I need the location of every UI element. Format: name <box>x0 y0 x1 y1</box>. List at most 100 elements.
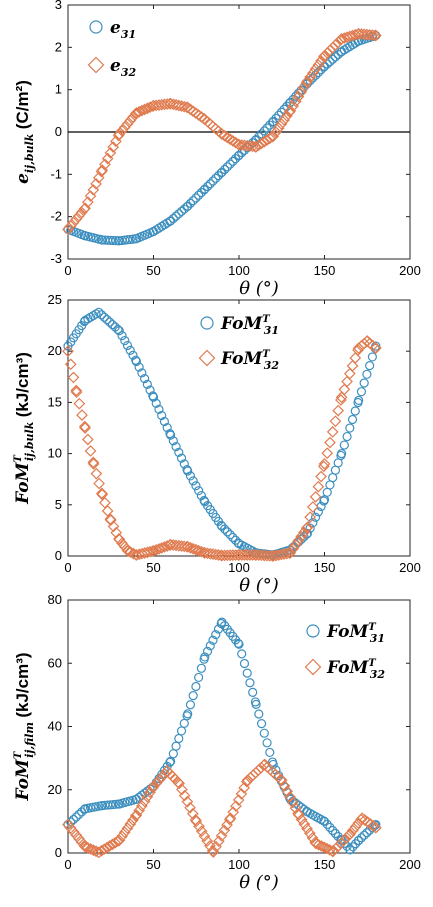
data-point <box>312 480 325 493</box>
data-point <box>345 845 355 855</box>
data-point <box>225 159 235 169</box>
series-e32 <box>62 27 382 236</box>
y-tick-label: 2 <box>55 39 62 54</box>
data-point <box>367 352 377 362</box>
data-point <box>190 815 203 828</box>
data-point <box>64 220 77 232</box>
data-point <box>145 385 155 395</box>
data-point <box>350 406 360 416</box>
legend-label: FoMT 32 <box>326 658 385 681</box>
y-tick-label: 0 <box>55 548 62 563</box>
data-point <box>278 548 290 560</box>
data-point <box>151 398 161 408</box>
data-point <box>107 520 120 533</box>
data-point <box>188 691 198 701</box>
data-point <box>228 532 238 543</box>
data-point <box>136 800 148 812</box>
data-point <box>255 761 268 774</box>
y-tick-label: 1 <box>55 82 62 97</box>
data-point <box>168 436 178 446</box>
data-point <box>102 315 112 325</box>
data-point <box>321 447 334 460</box>
x-tick-label: 150 <box>314 560 336 575</box>
data-point <box>92 846 105 859</box>
data-point <box>268 116 278 127</box>
data-point <box>318 841 331 854</box>
data-point <box>245 678 255 688</box>
legend-marker <box>200 316 214 330</box>
data-point <box>62 223 74 236</box>
data-point <box>263 132 276 145</box>
data-point <box>95 844 108 857</box>
data-point <box>310 837 322 850</box>
data-point <box>311 512 321 522</box>
data-point <box>75 206 88 219</box>
data-point <box>262 123 272 133</box>
data-point <box>168 749 178 759</box>
data-point <box>195 545 208 558</box>
data-point <box>252 549 265 561</box>
data-point <box>158 98 171 111</box>
legend-label-main: FoM <box>326 658 369 678</box>
data-point <box>365 361 375 371</box>
data-point <box>67 371 80 384</box>
data-point <box>234 150 244 160</box>
data-point <box>158 768 171 780</box>
data-point <box>109 836 122 849</box>
data-point <box>211 630 221 640</box>
data-point <box>144 786 156 799</box>
data-point <box>87 457 100 470</box>
data-point <box>185 471 196 481</box>
legend-label-sub: 32 <box>264 359 280 372</box>
data-point <box>113 834 126 847</box>
data-point <box>155 542 168 554</box>
data-point <box>134 362 144 372</box>
data-point <box>141 546 154 559</box>
data-point <box>318 457 331 470</box>
data-point <box>321 47 334 59</box>
data-point <box>255 549 268 562</box>
data-point <box>258 135 271 148</box>
data-point <box>122 545 134 557</box>
data-point <box>141 102 154 115</box>
data-point <box>195 825 208 838</box>
data-point <box>147 780 160 793</box>
data-point <box>125 345 135 355</box>
data-point <box>147 545 160 557</box>
y-axis-label: eij,bulk (C/m²) <box>13 80 36 184</box>
data-point <box>345 423 355 433</box>
data-point <box>101 505 114 517</box>
data-point <box>221 549 234 562</box>
data-point <box>272 122 285 134</box>
data-point <box>104 514 117 527</box>
data-point <box>304 71 316 83</box>
data-point <box>335 391 348 404</box>
legend-label-main: FoM <box>220 314 263 334</box>
data-point <box>344 828 356 840</box>
data-point <box>133 105 145 118</box>
data-point <box>176 206 187 217</box>
data-point <box>205 179 215 189</box>
data-point <box>198 830 211 842</box>
data-point <box>222 527 232 537</box>
data-point <box>339 440 349 450</box>
data-point <box>354 835 364 845</box>
data-point <box>216 128 228 140</box>
data-point <box>200 184 210 194</box>
data-point <box>284 547 297 559</box>
data-point <box>70 213 83 226</box>
data-point <box>237 649 247 659</box>
y-tick-label: 80 <box>48 592 62 607</box>
data-point <box>217 167 227 177</box>
legend-marker <box>306 624 320 638</box>
data-point <box>329 39 342 51</box>
data-point <box>117 331 127 341</box>
data-point <box>70 386 83 399</box>
data-point <box>98 843 111 856</box>
data-point <box>137 368 147 378</box>
data-point <box>118 540 131 553</box>
data-point <box>74 809 84 820</box>
data-point <box>252 139 265 151</box>
